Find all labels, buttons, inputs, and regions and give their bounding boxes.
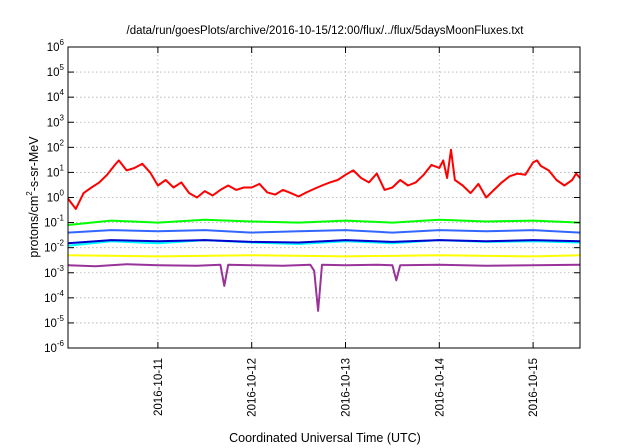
y-tick-label: 10-3 xyxy=(44,264,64,280)
y-tick-label: 106 xyxy=(47,38,65,54)
y-tick-exponent: -5 xyxy=(57,314,65,323)
y-axis-label-superscript: 2 xyxy=(25,191,34,196)
series-line xyxy=(67,229,581,234)
y-tick-label: 10-5 xyxy=(44,314,64,330)
y-tick-exponent: 5 xyxy=(60,63,65,72)
y-tick-exponent: -2 xyxy=(57,239,65,248)
x-tick-label: 2016-10-13 xyxy=(340,358,352,417)
y-tick-base: 10 xyxy=(44,268,57,280)
y-tick-exponent: 2 xyxy=(60,138,65,147)
series-line xyxy=(67,148,581,210)
y-tick-label: 102 xyxy=(47,138,65,154)
series-line xyxy=(67,218,581,226)
y-tick-base: 10 xyxy=(47,142,60,154)
y-tick-base: 10 xyxy=(44,243,57,255)
y-tick-base: 10 xyxy=(44,218,57,230)
y-tick-label: 105 xyxy=(47,63,65,79)
y-tick-exponent: -3 xyxy=(57,264,65,273)
y-tick-label: 103 xyxy=(47,113,65,129)
y-tick-base: 10 xyxy=(44,318,57,330)
y-tick-label: 10-2 xyxy=(44,239,64,255)
series-line xyxy=(67,239,581,245)
x-tick-label: 2016-10-15 xyxy=(528,358,540,417)
series-line xyxy=(67,254,581,258)
y-tick-exponent: 1 xyxy=(60,163,65,172)
y-axis-label-base: protons/cm xyxy=(27,196,41,258)
y-tick-exponent: -6 xyxy=(57,339,65,348)
axis-ticks: 2016-10-11 2016-10-12 2016-10-13 2016-10-14… xyxy=(44,38,580,417)
y-tick-label: 100 xyxy=(47,189,65,205)
y-tick-label: 10-6 xyxy=(44,339,64,355)
y-tick-label: 10-1 xyxy=(44,214,64,230)
y-tick-label: 10-4 xyxy=(44,289,64,305)
series-line xyxy=(67,263,581,312)
y-tick-base: 10 xyxy=(47,167,60,179)
y-tick-exponent: -1 xyxy=(57,214,65,223)
y-tick-base: 10 xyxy=(47,67,60,79)
y-tick-exponent: 6 xyxy=(60,38,65,47)
series-lines xyxy=(67,148,581,312)
y-tick-exponent: 4 xyxy=(60,88,65,97)
grid-lines xyxy=(68,47,580,348)
plot-frame xyxy=(67,46,581,349)
x-tick-label: 2016-10-11 xyxy=(153,358,165,416)
y-tick-exponent: -4 xyxy=(57,289,65,298)
y-tick-base: 10 xyxy=(47,117,60,129)
x-tick-label: 2016-10-14 xyxy=(434,357,446,416)
x-tick-label: 2016-10-12 xyxy=(247,358,259,417)
chart-title: /data/run/goesPlots/archive/2016-10-15/1… xyxy=(127,25,525,37)
y-tick-base: 10 xyxy=(44,293,57,305)
x-axis-label: Coordinated Universal Time (UTC) xyxy=(229,431,421,445)
y-tick-base: 10 xyxy=(47,92,60,104)
y-tick-exponent: 3 xyxy=(60,113,65,122)
y-tick-label: 104 xyxy=(47,88,65,104)
y-tick-base: 10 xyxy=(47,42,60,54)
y-tick-exponent: 0 xyxy=(60,189,65,198)
y-axis-label: protons/cm2-s-sr-MeV xyxy=(25,136,41,258)
y-tick-base: 10 xyxy=(44,343,57,355)
y-tick-base: 10 xyxy=(47,193,60,205)
y-axis-label-rest: -s-sr-MeV xyxy=(27,136,41,192)
y-tick-label: 101 xyxy=(47,163,65,179)
